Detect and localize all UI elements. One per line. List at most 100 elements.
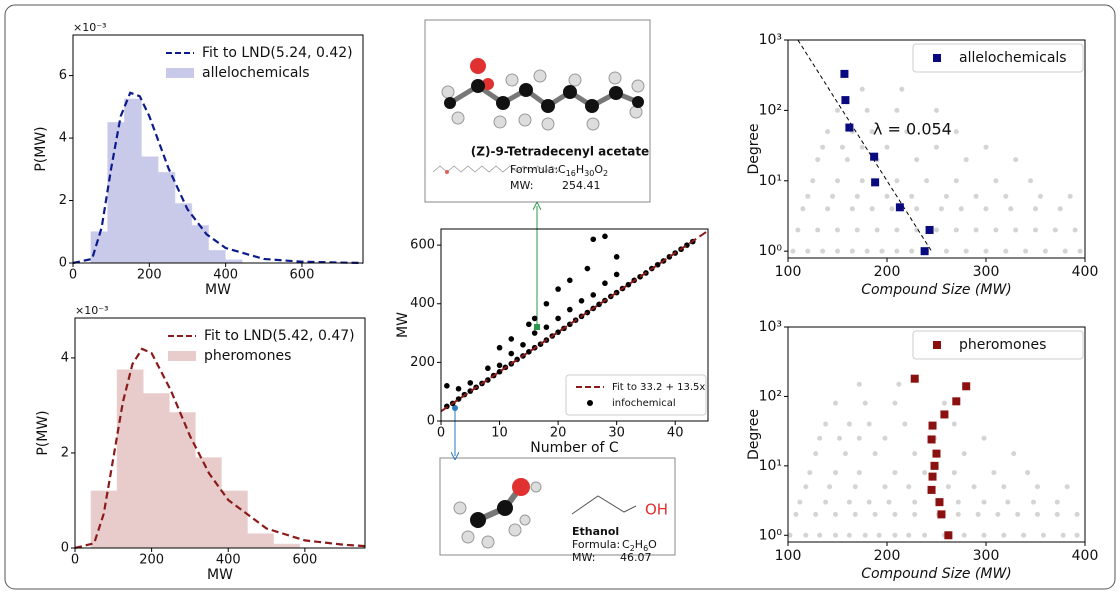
point: [840, 69, 849, 78]
background-point: [827, 484, 833, 490]
x-axis-label: MW: [207, 567, 233, 583]
background-point: [914, 227, 920, 233]
x-tick-label: 0: [437, 426, 445, 441]
x-tick-label: 200: [874, 264, 901, 280]
point: [928, 421, 937, 430]
element: C: [622, 538, 630, 551]
background-point: [1054, 499, 1060, 505]
background-point: [836, 435, 842, 441]
background-point: [866, 421, 872, 427]
element: O: [648, 538, 657, 551]
highlight-point: [534, 324, 540, 330]
background-point: [833, 400, 839, 406]
background-point: [993, 178, 999, 184]
element: H: [635, 538, 643, 551]
background-point: [856, 435, 862, 441]
background-point: [892, 470, 898, 476]
bar: [174, 203, 193, 264]
formula-label: Formula:: [510, 163, 558, 176]
subscript: 6: [643, 544, 648, 553]
background-point: [859, 86, 865, 92]
y-axis-label: P(MW): [33, 126, 49, 171]
y-axis-label: MW: [395, 312, 411, 338]
background-point: [995, 511, 1001, 517]
point: [555, 286, 561, 292]
background-point: [894, 248, 900, 254]
y-tick-label: 6: [59, 68, 67, 83]
y-tick-label: 10³: [759, 32, 782, 48]
background-point: [1015, 511, 1021, 517]
background-point: [906, 532, 912, 538]
background-point: [1064, 484, 1070, 490]
background-point: [981, 499, 987, 505]
background-point: [1028, 178, 1034, 184]
y-tick-label: 10²: [759, 102, 782, 118]
mw-label: MW:: [510, 179, 533, 192]
annotation: λ = 0.054: [873, 120, 952, 139]
background-point: [862, 532, 868, 538]
x-axis-label: MW: [205, 282, 231, 298]
background-point: [943, 193, 949, 199]
y-tick-label: 0: [61, 541, 69, 556]
subscript: 2: [603, 169, 608, 178]
background-point: [859, 178, 865, 184]
legend-box: [912, 43, 1084, 73]
legend-swatch: [933, 54, 941, 62]
background-point: [1062, 248, 1068, 254]
point: [526, 321, 532, 328]
point: [935, 498, 944, 507]
background-point: [835, 107, 840, 113]
background-point: [864, 107, 870, 113]
background-point: [1023, 248, 1029, 254]
legend-label: allelochemicals: [959, 50, 1067, 66]
x-tick-label: 200: [874, 548, 901, 564]
element: C: [558, 163, 566, 176]
background-point: [1057, 206, 1063, 212]
background-point: [869, 206, 875, 212]
x-tick-label: 200: [139, 553, 164, 568]
background-point: [830, 193, 836, 199]
background-point: [912, 451, 918, 457]
background-point: [817, 435, 823, 441]
point: [925, 225, 934, 234]
background-point: [924, 178, 930, 184]
background-point: [879, 248, 885, 254]
bar: [90, 231, 109, 264]
point: [567, 277, 573, 284]
formula: C16H30O2: [558, 163, 608, 178]
bar: [168, 412, 196, 549]
x-axis-label: Number of C: [530, 440, 619, 456]
background-point: [991, 470, 997, 476]
point: [928, 472, 937, 481]
y-tick-label: 10²: [759, 388, 782, 404]
background-point: [1011, 451, 1017, 457]
background-point: [886, 499, 892, 505]
background-point: [856, 470, 862, 476]
y-tick-label: 10³: [759, 319, 782, 335]
background-point: [846, 499, 852, 505]
background-point: [892, 400, 898, 406]
background-point: [909, 193, 915, 199]
background-point: [810, 178, 816, 184]
background-point: [835, 248, 840, 254]
background-point: [894, 107, 900, 113]
background-point: [951, 421, 957, 427]
background-point: [973, 227, 979, 233]
point: [937, 510, 946, 519]
point: [602, 280, 608, 287]
background-point: [856, 381, 862, 387]
background-point: [833, 470, 839, 476]
legend-swatch: [933, 341, 941, 349]
background-point: [1001, 484, 1007, 490]
y-tick-label: 4: [59, 131, 67, 146]
point: [567, 306, 573, 313]
point: [531, 315, 538, 322]
x-tick-label: 20: [550, 426, 567, 441]
point: [520, 341, 526, 348]
y-tick-label: 10⁰: [759, 243, 783, 259]
y-tick-label: 2: [61, 445, 69, 460]
background-point: [874, 227, 880, 233]
background-point: [922, 470, 928, 476]
molecule-name: Ethanol: [572, 525, 619, 538]
background-point: [1003, 193, 1009, 199]
